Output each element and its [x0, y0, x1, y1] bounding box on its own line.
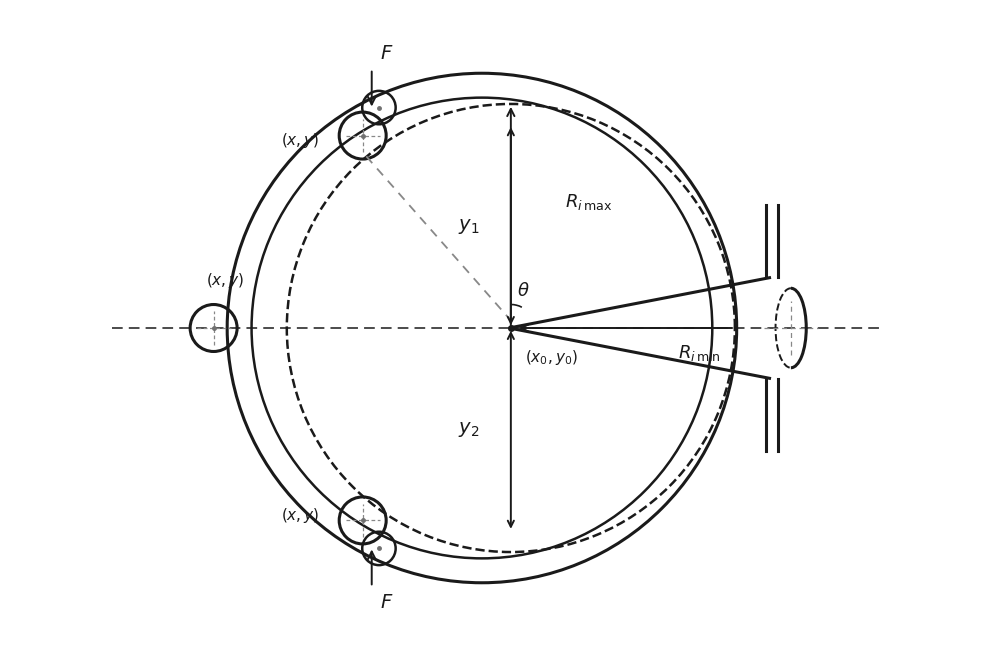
Text: $(x,y)$: $(x,y)$: [281, 506, 319, 525]
Text: $(x,y)$: $(x,y)$: [281, 131, 319, 150]
Text: $(x,y)$: $(x,y)$: [206, 271, 245, 290]
Text: $\theta$: $\theta$: [517, 282, 530, 300]
Text: $R_{i\,\mathrm{min}}$: $R_{i\,\mathrm{min}}$: [678, 343, 721, 363]
Text: $y_1$: $y_1$: [458, 216, 479, 236]
Text: $F$: $F$: [380, 592, 393, 611]
Text: $y_2$: $y_2$: [458, 420, 479, 440]
Text: $R_{i\,\mathrm{max}}$: $R_{i\,\mathrm{max}}$: [565, 192, 612, 211]
Text: $(x_0,y_0)$: $(x_0,y_0)$: [525, 348, 578, 367]
Text: $F$: $F$: [380, 45, 393, 64]
